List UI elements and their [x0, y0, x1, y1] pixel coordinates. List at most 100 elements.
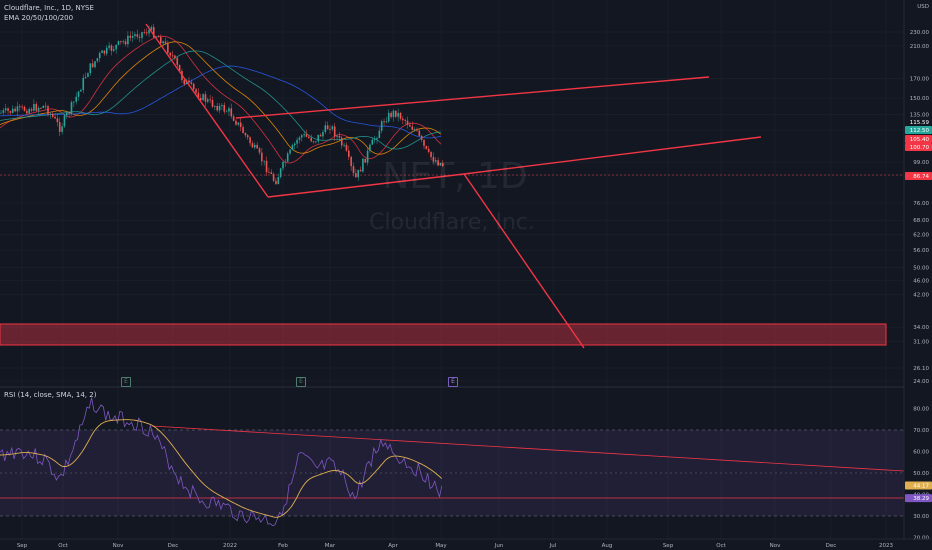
- candle-body: [293, 143, 296, 146]
- candle-body: [209, 99, 211, 101]
- candle-body: [373, 139, 376, 141]
- price-tick-label: 62.00: [913, 232, 929, 238]
- candle-body: [44, 105, 47, 107]
- watermark-name: Cloudflare, Inc.: [369, 210, 535, 235]
- candle-body: [197, 92, 200, 98]
- flag-left-edge: [145, 23, 269, 198]
- rsi-tick-label: 80.00: [913, 407, 929, 413]
- time-tick-label: Apr: [388, 543, 398, 549]
- price-tick-label: 68.00: [913, 218, 929, 224]
- candle-body: [127, 35, 129, 45]
- earnings-marker[interactable]: E: [121, 377, 131, 387]
- earnings-marker-upcoming[interactable]: E: [448, 377, 458, 387]
- candle-body: [397, 112, 399, 117]
- price-tick-label: 34.00: [913, 325, 929, 331]
- candle-body: [411, 126, 414, 130]
- candle-body: [249, 137, 251, 144]
- time-tick-label: 2023: [879, 543, 893, 549]
- watermark-ticker: NET, 1D: [382, 156, 527, 197]
- candle-body: [202, 94, 204, 101]
- rsi-trendline: [151, 425, 905, 472]
- candle-body: [115, 44, 117, 50]
- candle-body: [61, 126, 63, 132]
- rsi-indicator-title[interactable]: RSI (14, close, SMA, 14, 2): [4, 391, 97, 399]
- earnings-marker[interactable]: E: [296, 377, 306, 387]
- candle-body: [230, 108, 233, 117]
- price-label-value: 86.74: [913, 174, 929, 180]
- ema-line: [0, 50, 442, 150]
- candle-body: [101, 50, 103, 53]
- candle-body: [23, 106, 26, 111]
- candle-body: [157, 36, 160, 38]
- candle-body: [406, 120, 409, 125]
- candle-body: [383, 121, 385, 123]
- candle-body: [284, 161, 287, 163]
- ema-line: [0, 65, 442, 139]
- candle-body: [11, 108, 14, 113]
- time-tick-label: May: [435, 543, 447, 549]
- candle-body: [164, 41, 167, 44]
- candle-body: [427, 148, 430, 152]
- candle-body: [380, 121, 383, 131]
- candle-body: [87, 73, 89, 77]
- candle-body: [418, 130, 421, 136]
- candle-body: [58, 122, 61, 132]
- trend-drawings: [145, 23, 762, 349]
- candle-body: [141, 32, 143, 38]
- price-tick-label: 42.00: [913, 293, 929, 299]
- candle-body: [214, 105, 216, 107]
- candle-body: [117, 40, 120, 45]
- candle-body: [148, 29, 150, 34]
- candle-body: [190, 82, 193, 84]
- candle-body: [110, 45, 113, 51]
- ema-indicator-title[interactable]: EMA 20/50/100/200: [4, 14, 74, 22]
- candle-body: [223, 104, 226, 112]
- candle-body: [176, 57, 179, 65]
- candle-body: [256, 144, 258, 149]
- candle-body: [150, 27, 153, 30]
- candle-body: [237, 122, 240, 125]
- candle-body: [51, 113, 54, 117]
- candle-body: [195, 89, 197, 93]
- candle-body: [322, 132, 324, 137]
- channel-upper-line: [235, 76, 710, 119]
- candle-body: [359, 169, 362, 172]
- candle-body: [211, 100, 214, 107]
- candle-body: [331, 126, 334, 130]
- candle-body: [4, 108, 7, 111]
- candle-body: [19, 106, 21, 108]
- candle-body: [82, 77, 85, 90]
- candle-body: [310, 137, 312, 142]
- candle-body: [402, 118, 404, 121]
- candle-body: [84, 76, 87, 78]
- price-axis-labels: 115.59 112.50 105.40 100.70 86.74: [905, 118, 932, 180]
- candle-body: [63, 115, 66, 127]
- candle-body: [91, 63, 94, 68]
- price-label-box: [905, 126, 932, 134]
- candle-body: [268, 172, 270, 173]
- candle-body: [7, 108, 9, 111]
- candle-body: [56, 118, 59, 123]
- candlesticks: [0, 23, 444, 185]
- candle-body: [134, 34, 136, 37]
- candle-body: [305, 134, 308, 137]
- candle-body: [26, 110, 28, 114]
- candle-body: [75, 96, 77, 102]
- symbol-title[interactable]: Cloudflare, Inc., 1D, NYSE: [4, 4, 94, 12]
- candle-body: [228, 108, 230, 112]
- candle-body: [21, 106, 23, 108]
- candle-body: [124, 41, 127, 45]
- candle-body: [340, 137, 343, 146]
- candle-body: [37, 107, 40, 111]
- candle-body: [329, 129, 331, 130]
- candle-body: [9, 110, 12, 113]
- candle-body: [434, 160, 437, 162]
- price-label-box: [905, 143, 932, 151]
- currency-label: USD: [917, 4, 929, 10]
- candle-body: [207, 99, 209, 102]
- time-tick-label: Feb: [278, 543, 288, 549]
- candle-body: [303, 134, 305, 136]
- price-label-value: 115.59: [910, 120, 930, 126]
- price-label-box: [905, 135, 932, 143]
